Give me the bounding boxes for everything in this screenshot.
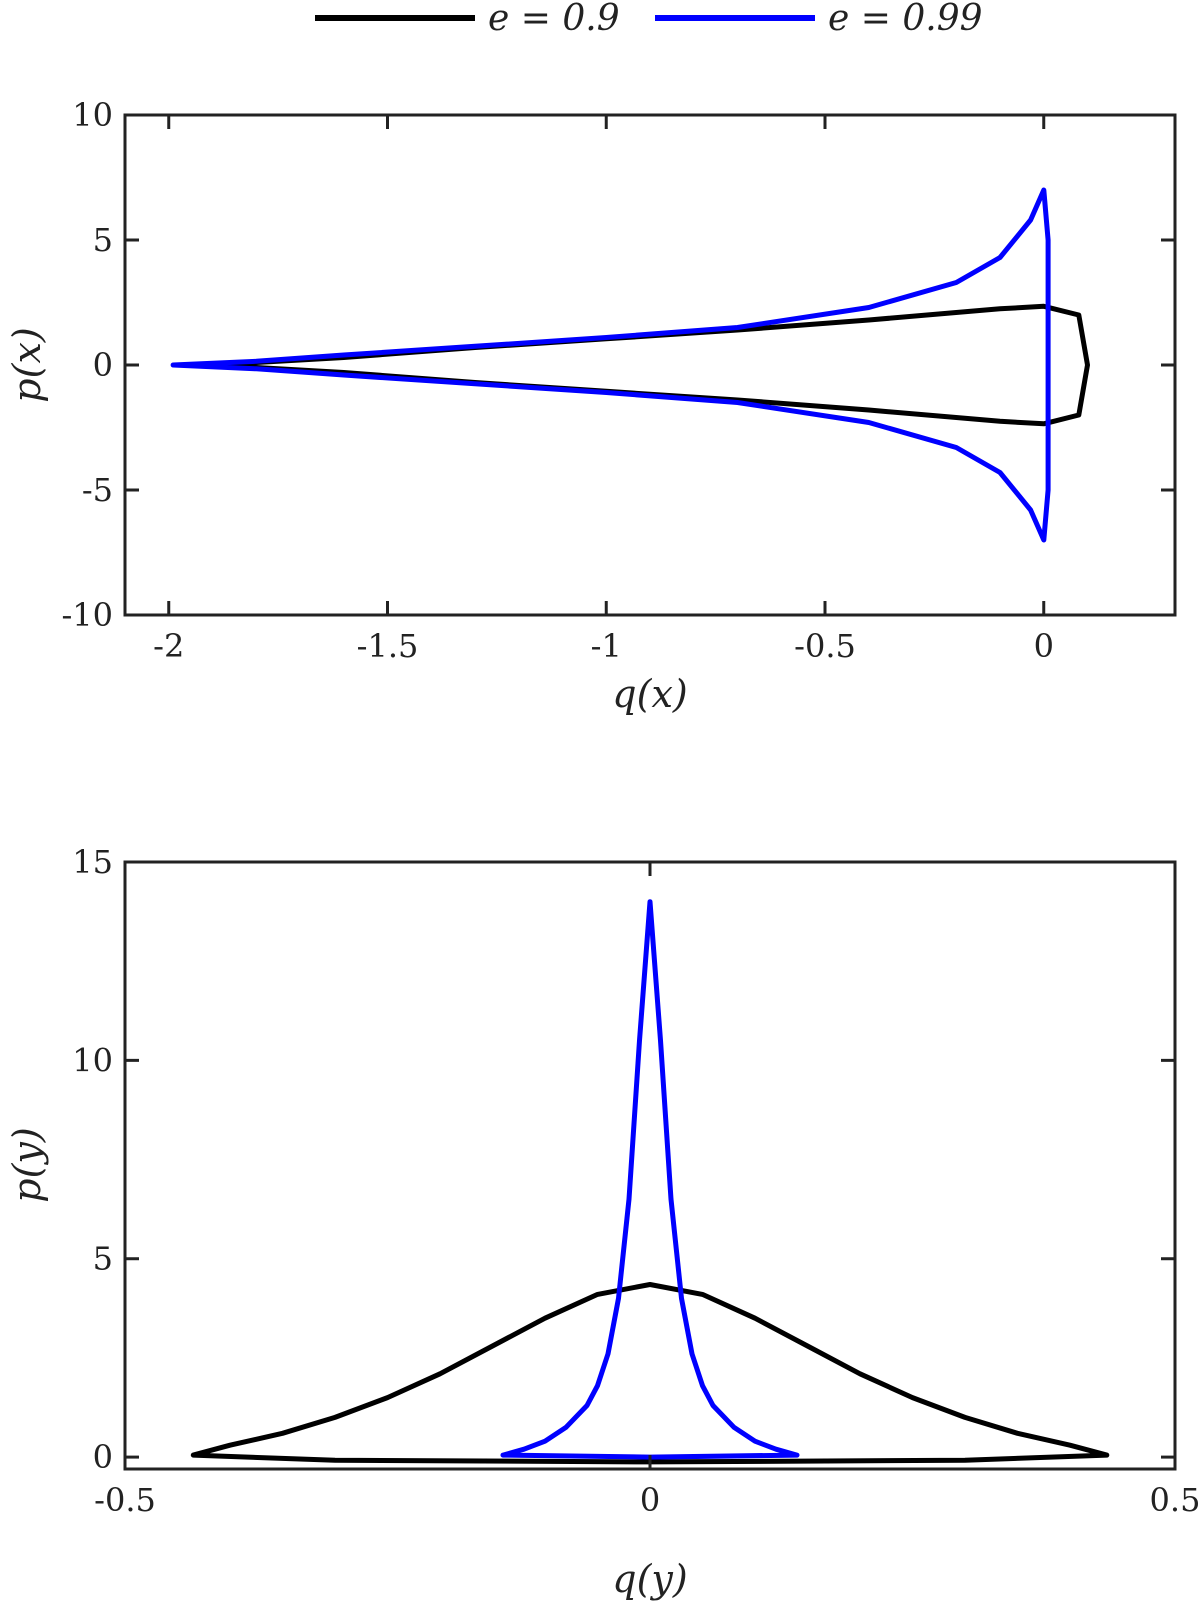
plot-bottom-ytick-label: 10 (72, 1041, 113, 1079)
legend-label-e099: e = 0.99 (828, 0, 983, 39)
plot-bottom-series-e09 (190, 1282, 1110, 1465)
plot-bottom-series (190, 899, 1110, 1465)
plot-top-series-e099 (170, 187, 1051, 543)
plot-top-frame (123, 113, 1177, 617)
plot-top-ticks: -2 -1.5 -1 -0.5 0 -10 -5 0 5 10 (61, 96, 1175, 665)
plot-top-ytick-label: 0 (93, 346, 113, 384)
plot-bottom-frame (123, 860, 1177, 1471)
plot-top-ytick-label: 10 (72, 96, 113, 134)
legend: e = 0.9 e = 0.99 (315, 0, 983, 39)
plot-bottom: -0.5 0 0.5 0 5 10 15 q(y) p(y) (5, 843, 1200, 1601)
plot-top-ytick-label: 5 (93, 221, 113, 259)
plot-bottom-ticks: -0.5 0 0.5 0 5 10 15 (72, 843, 1200, 1519)
legend-label-e09: e = 0.9 (488, 0, 620, 39)
plot-bottom-xtick-label: -0.5 (94, 1481, 156, 1519)
plot-bottom-xtick-label: 0.5 (1150, 1481, 1200, 1519)
plot-bottom-ytick-label: 0 (93, 1438, 113, 1476)
plot-top-ytick-label: -5 (82, 471, 113, 509)
plot-bottom-series-e099 (500, 899, 800, 1460)
plot-bottom-ytick-label: 5 (93, 1240, 113, 1278)
plot-bottom-ylabel: p(y) (5, 1127, 49, 1202)
plot-top-ylabel: p(x) (5, 327, 49, 402)
plot-top-ytick-label: -10 (61, 596, 113, 634)
plot-top-xtick-label: -1 (591, 627, 622, 665)
plot-top-xtick-label: -1.5 (357, 627, 419, 665)
plot-top-series (170, 187, 1090, 543)
plot-top-series-e09 (210, 303, 1090, 427)
plot-top: -2 -1.5 -1 -0.5 0 -10 -5 0 5 10 q(x) p(x) (5, 96, 1177, 716)
plot-top-xtick-label: 0 (1034, 627, 1054, 665)
plot-bottom-xtick-label: 0 (640, 1481, 660, 1519)
plot-bottom-xlabel: q(y) (612, 1557, 687, 1601)
plot-top-xtick-label: -2 (153, 627, 184, 665)
plot-top-xtick-label: -0.5 (794, 627, 856, 665)
plot-top-xlabel: q(x) (612, 672, 687, 716)
plot-bottom-ytick-label: 15 (72, 843, 113, 881)
